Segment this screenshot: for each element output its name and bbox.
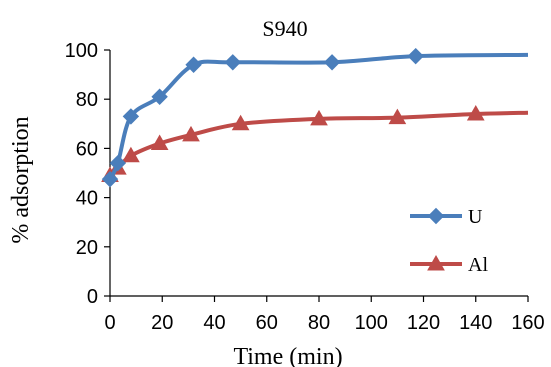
y-tick-label: 60	[76, 138, 98, 160]
series-layer	[101, 47, 529, 188]
legend-item-u: U	[410, 206, 483, 228]
data-point-al	[122, 146, 140, 163]
data-point-u	[407, 47, 424, 65]
x-tick-label: 160	[511, 312, 544, 334]
legend-label: Al	[468, 254, 488, 276]
y-tick-label: 80	[76, 89, 98, 111]
axes	[109, 50, 528, 297]
chart-title: S940	[262, 16, 307, 41]
x-tick-label: 120	[407, 312, 440, 334]
legend-label: U	[468, 206, 483, 228]
y-ticks: 0 20 40 60 80 100	[65, 40, 110, 308]
x-ticks: 0 20 40 60 80 100 120 140 160	[104, 296, 545, 334]
data-point-al	[231, 114, 250, 131]
legend-marker	[427, 254, 445, 271]
y-axis-label: % adsorption	[8, 116, 34, 243]
x-tick-label: 60	[256, 312, 278, 334]
data-point-al	[388, 108, 407, 125]
data-point-al	[150, 134, 169, 150]
x-tick-label: 40	[203, 312, 225, 334]
y-tick-label: 100	[65, 40, 98, 62]
data-point-u	[151, 88, 168, 105]
data-point-u	[122, 108, 140, 125]
data-point-al	[182, 125, 200, 142]
x-tick-label: 0	[104, 312, 115, 334]
data-point-al	[466, 104, 485, 121]
data-point-u	[101, 170, 119, 188]
series-al	[101, 104, 529, 182]
legend-item-al: Al	[410, 254, 488, 276]
data-point-u	[323, 54, 341, 71]
y-tick-label: 20	[76, 237, 98, 259]
y-tick-label: 0	[87, 286, 98, 308]
x-axis-label: Time (min)	[233, 344, 342, 367]
data-point-u	[185, 56, 202, 73]
legend: U Al	[410, 206, 488, 276]
data-point-u	[109, 154, 127, 172]
x-tick-label: 80	[308, 312, 330, 334]
data-point-u	[224, 54, 241, 71]
x-tick-label: 20	[151, 312, 173, 334]
x-tick-label: 140	[459, 312, 492, 334]
y-tick-label: 40	[76, 188, 98, 210]
legend-marker	[427, 207, 445, 225]
data-point-al	[310, 109, 328, 126]
series-u	[101, 47, 529, 188]
x-tick-label: 100	[355, 312, 388, 334]
